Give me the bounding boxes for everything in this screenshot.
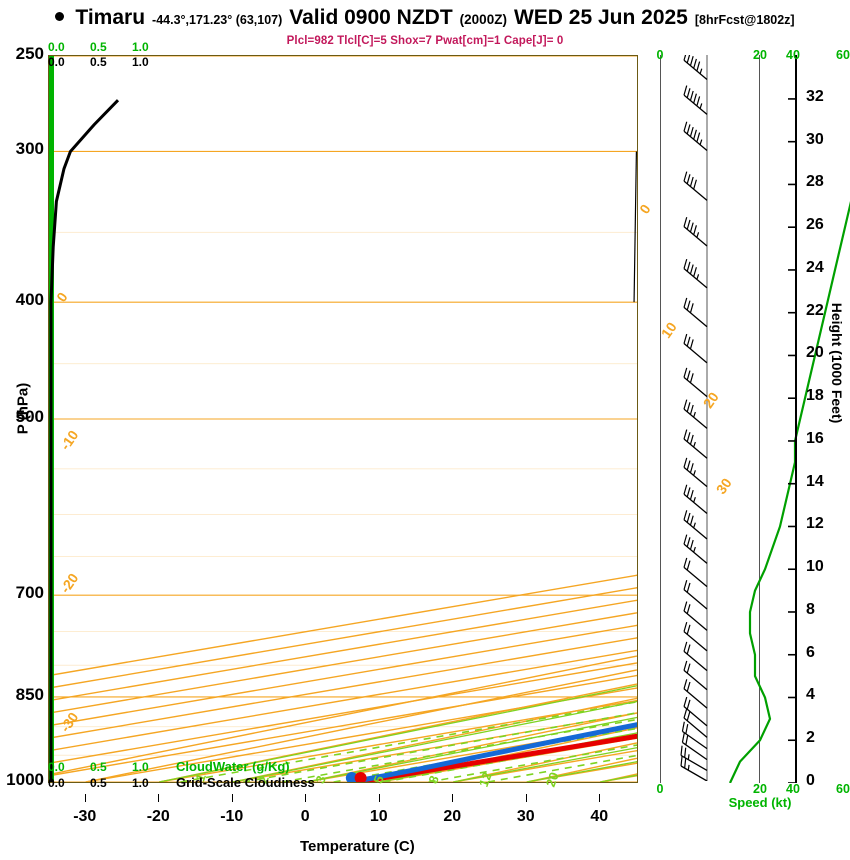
- temperature-tickmark: [525, 794, 527, 802]
- cloudwater-top-tick-0: 0.0: [48, 40, 65, 54]
- cloudiness-legend-label: Grid-Scale Cloudiness: [176, 775, 315, 790]
- temperature-tick-0: 0: [300, 808, 310, 825]
- valid-date: WED 25 Jun 2025: [513, 6, 688, 29]
- pressure-axis-title: P (hPa): [14, 382, 32, 435]
- temperature-tick--20: -20: [146, 808, 170, 825]
- speed-tick-bottom-0: 0: [656, 782, 664, 796]
- cloudwater-top-tick-1: 0.5: [90, 40, 107, 54]
- height-axis-title: Height (1000 Feet): [829, 302, 845, 424]
- height-tick-0: 0: [806, 772, 815, 789]
- temperature-tick-20: 20: [443, 808, 462, 825]
- cloudiness-tick-0: 0.0: [48, 776, 65, 790]
- temperature-tickmark: [599, 794, 601, 802]
- height-profile-svg: [729, 98, 850, 783]
- cloudwater-tick-1: 0.5: [90, 760, 107, 774]
- cloudiness-tick-2: 1.0: [132, 776, 149, 790]
- pressure-tick-400: 400: [15, 290, 44, 310]
- wind-barb-column: [660, 55, 760, 783]
- valid-time: Valid 0900 NZDT: [289, 6, 453, 29]
- cloudwater-tick-2: 1.0: [132, 760, 149, 774]
- height-tick-14: 14: [806, 472, 824, 490]
- chart-header: Timaru -44.3°,171.23° (63,107) Valid 090…: [0, 6, 850, 36]
- height-tick-18: 18: [806, 387, 824, 405]
- valid-time-zulu: (2000Z): [459, 12, 507, 27]
- pressure-tick-500: 500: [15, 407, 44, 426]
- height-tick-30: 30: [806, 130, 824, 148]
- cloudiness-top-tick-0: 0.0: [48, 55, 65, 69]
- speed-tick-top-20: 20: [753, 48, 767, 62]
- station-name: Timaru: [75, 6, 146, 29]
- height-tick-20: 20: [806, 344, 824, 362]
- sounding-parameters: Plcl=982 Tlcl[C]=5 Shox=7 Pwat[cm]=1 Cap…: [286, 35, 564, 47]
- speed-tick-top-60: 60: [836, 48, 850, 62]
- height-tick-16: 16: [806, 429, 824, 447]
- pressure-tick-850: 850: [15, 684, 44, 704]
- temperature-axis-title: Temperature (C): [300, 838, 415, 855]
- height-tick-4: 4: [806, 686, 815, 704]
- temperature-tickmark: [305, 794, 307, 802]
- height-profile-area: [700, 55, 850, 783]
- temperature-tick-10: 10: [369, 808, 388, 825]
- cloudwater-legend-label: CloudWater (g/Kg): [176, 759, 290, 774]
- station-marker-icon: [55, 12, 65, 21]
- temperature-tick-30: 30: [516, 808, 535, 825]
- speed-tick-top-0: 0: [656, 48, 664, 62]
- temperature-tickmark: [378, 794, 380, 802]
- speed-tick-top-40: 40: [786, 48, 800, 62]
- height-tick-10: 10: [806, 558, 824, 576]
- height-tick-12: 12: [806, 515, 824, 533]
- pressure-tick-250: 250: [15, 44, 44, 63]
- cloudwater-top-tick-2: 1.0: [132, 40, 149, 54]
- temperature-tick--10: -10: [220, 808, 244, 825]
- station-coordinates: -44.3°,171.23° (63,107): [152, 13, 283, 27]
- skewt-plot-area: [48, 55, 638, 783]
- cloudiness-top-tick-1: 0.5: [90, 55, 107, 69]
- pressure-tick-1000: 1000: [6, 770, 44, 789]
- temperature-tickmark: [231, 794, 233, 802]
- wind-barb-svg: [680, 55, 708, 781]
- height-axis-line: [795, 55, 797, 783]
- isotherm-label-4: 0: [636, 201, 654, 217]
- forecast-hour: [8hrFcst@1802z]: [694, 13, 795, 27]
- height-tick-8: 8: [806, 600, 815, 618]
- skewt-svg: [49, 56, 637, 782]
- height-tick-2: 2: [806, 729, 815, 747]
- height-tick-22: 22: [806, 301, 824, 319]
- height-tick-26: 26: [806, 216, 824, 234]
- cloudiness-top-tick-2: 1.0: [132, 55, 149, 69]
- height-tick-32: 32: [806, 87, 824, 105]
- speed-tick-bottom-20: 20: [753, 782, 767, 796]
- height-tick-24: 24: [806, 258, 824, 276]
- speed-axis-title: Speed (kt): [728, 795, 792, 810]
- cloudwater-tick-0: 0.0: [48, 760, 65, 774]
- speed-tick-bottom-60: 60: [836, 782, 850, 796]
- temperature-tick--30: -30: [73, 808, 97, 825]
- pressure-tick-300: 300: [15, 139, 44, 159]
- height-tick-6: 6: [806, 643, 815, 661]
- temperature-tickmark: [84, 794, 86, 802]
- temperature-tickmark: [158, 794, 160, 802]
- height-tick-28: 28: [806, 173, 824, 191]
- pressure-tick-700: 700: [15, 583, 44, 603]
- temperature-tickmark: [452, 794, 454, 802]
- cloudiness-tick-1: 0.5: [90, 776, 107, 790]
- speed-tick-bottom-40: 40: [786, 782, 800, 796]
- temperature-tick-40: 40: [590, 808, 609, 825]
